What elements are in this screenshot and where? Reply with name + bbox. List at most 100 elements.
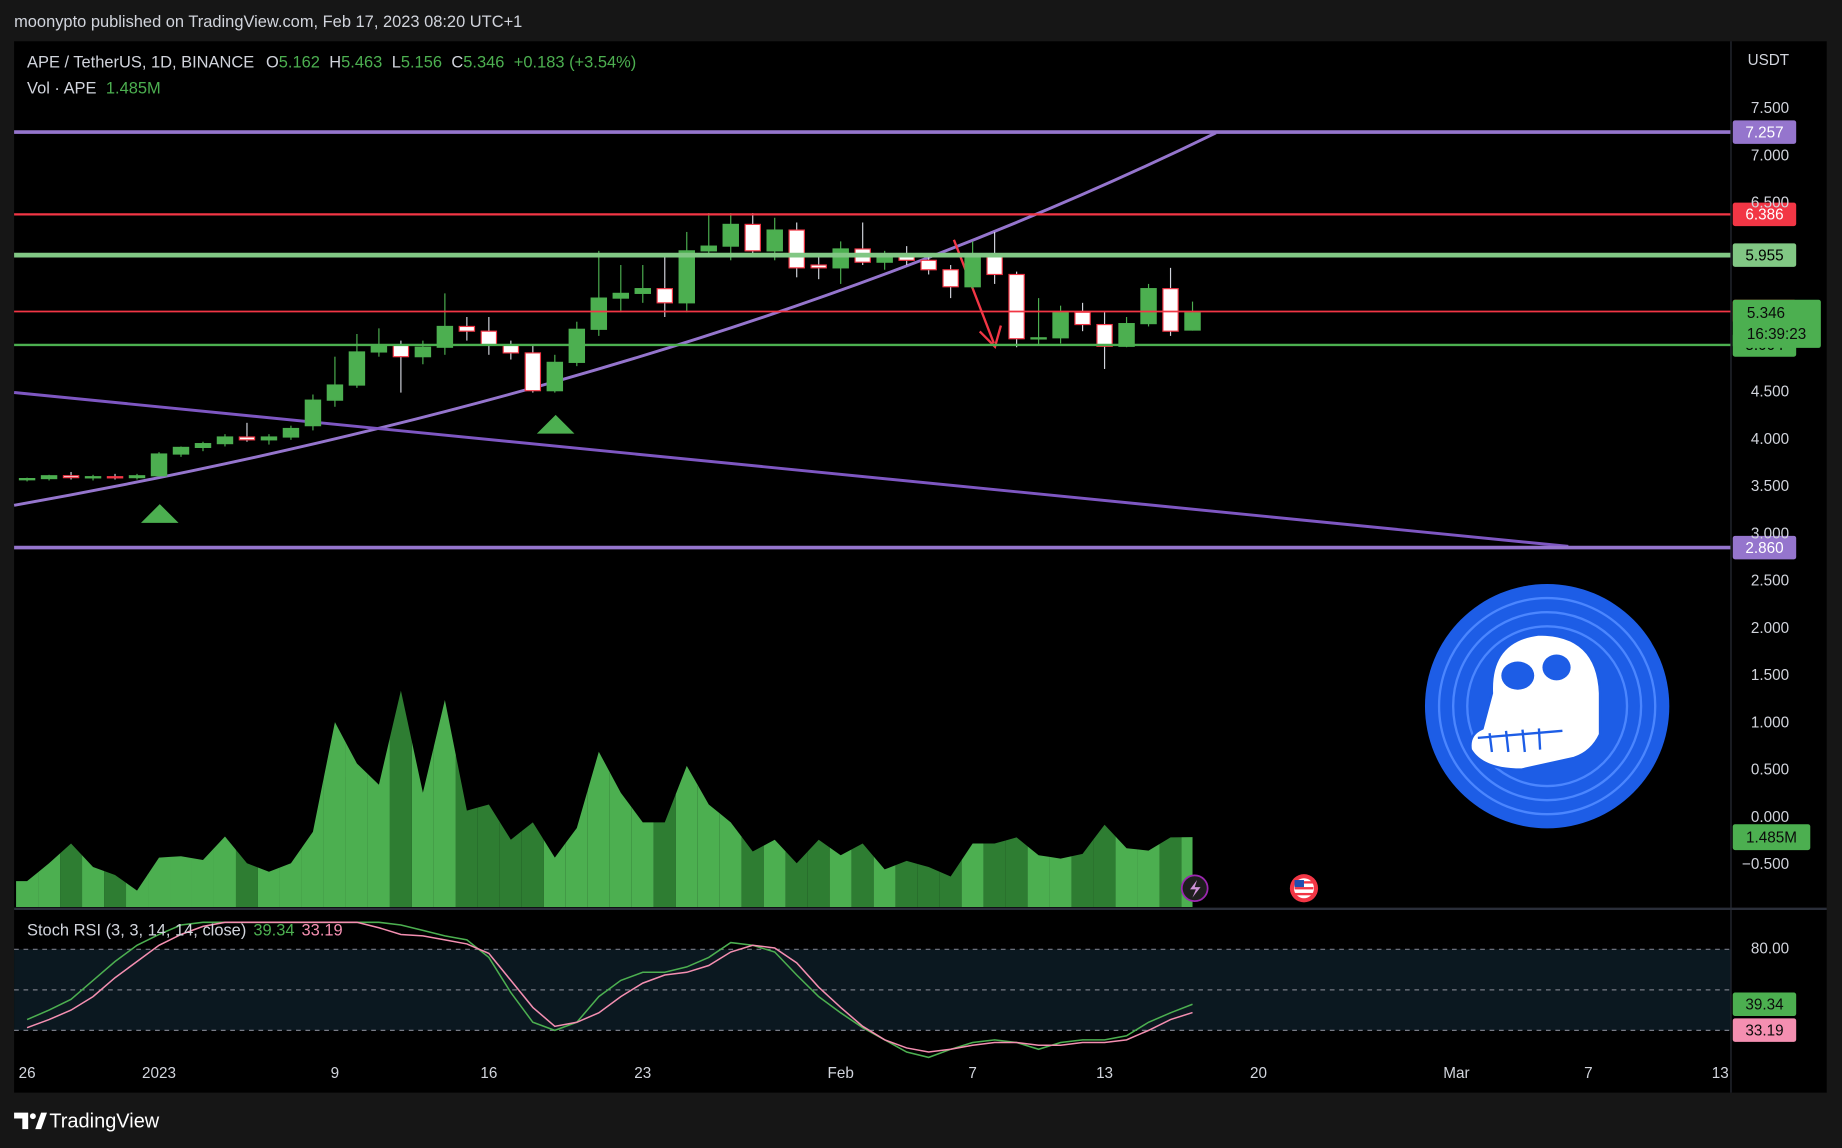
candle-body	[986, 254, 1003, 276]
candle-body	[964, 254, 981, 288]
logo-teeth	[1477, 728, 1563, 753]
volume-segment	[499, 822, 522, 908]
logo-ring	[1437, 596, 1657, 816]
volume-segment	[1071, 839, 1094, 908]
candle-body	[304, 399, 322, 427]
brand-logo	[35, 1112, 47, 1130]
volume-tag-label: 1.485M	[1746, 829, 1797, 846]
volume-segment	[1027, 846, 1050, 908]
candle-body	[1074, 311, 1091, 326]
volume-title: Vol · APE	[27, 80, 96, 98]
candle-body	[84, 476, 102, 479]
volume-segment	[82, 855, 105, 908]
candle-body	[128, 475, 146, 479]
volume-segment	[60, 843, 83, 908]
stoch-legend: Stoch RSI (3, 3, 14, 14, close) 39.34 33.1…	[27, 922, 343, 940]
volume-segment	[126, 874, 149, 908]
volume-segment	[279, 847, 302, 908]
y-tick-label: 0.500	[1751, 762, 1789, 779]
y-tick-label: 3.000	[1751, 525, 1789, 542]
x-tick-label: 9	[331, 1065, 340, 1082]
level-tag	[1732, 202, 1797, 227]
volume-segment	[170, 856, 192, 908]
volume-segment	[873, 856, 896, 908]
candle-body	[414, 346, 432, 358]
volume-segment	[389, 690, 412, 908]
stoch-tag-label: 39.34	[1745, 996, 1784, 1013]
volume-segment	[301, 776, 324, 908]
ohlc-value: 5.463	[341, 54, 382, 72]
stoch-tag	[1732, 992, 1797, 1017]
volume-segment	[455, 755, 478, 908]
volume-segment	[631, 807, 654, 908]
candle-body	[348, 351, 366, 386]
stoch-tag-label: 33.19	[1745, 1022, 1783, 1039]
stoch-tick-label: 80.00	[1751, 940, 1789, 957]
y-tick-label: 4.000	[1751, 431, 1789, 448]
volume-pane	[16, 690, 1193, 908]
y-tick-label: 6.500	[1751, 195, 1789, 212]
x-tick-label: 2023	[142, 1065, 176, 1082]
volume-segment	[477, 804, 500, 908]
ohlc-value: 5.162	[279, 54, 320, 72]
logo-eye	[1501, 661, 1535, 690]
stoch-line	[26, 921, 1193, 1053]
logo-eye	[1542, 654, 1571, 681]
change: +0.183 (+3.54%)	[514, 54, 636, 72]
level-tag-label: 5.955	[1745, 247, 1783, 264]
stoch-title: Stoch RSI (3, 3, 14, 14, close)	[27, 922, 246, 940]
x-tick-label: 7	[1584, 1065, 1593, 1082]
candle-body	[788, 229, 805, 269]
flag-stripe	[1294, 887, 1314, 890]
x-tick-label: 20	[1250, 1065, 1267, 1082]
x-tick-label: Mar	[1443, 1065, 1469, 1082]
volume-segment	[411, 741, 434, 908]
stoch-pane	[14, 921, 1731, 1059]
candle-body	[238, 436, 256, 441]
candle-body	[1096, 323, 1113, 347]
flag-canton	[1294, 880, 1304, 888]
candle-body	[480, 330, 498, 346]
volume-segment	[983, 840, 1006, 908]
candle-body	[942, 269, 959, 288]
level-tag	[1732, 120, 1797, 144]
volume-segment	[235, 849, 258, 908]
candle-body	[1030, 337, 1047, 340]
trend-line	[13, 391, 1569, 548]
volume-segment	[829, 847, 852, 908]
stoch-value: 39.34	[253, 922, 294, 940]
arrow-head	[978, 325, 1003, 349]
candle-body	[744, 223, 761, 252]
volume-segment	[148, 856, 171, 908]
ohlc-prefix: H	[329, 54, 341, 72]
candle-body	[392, 344, 410, 358]
candle-body	[216, 436, 234, 445]
drawings	[13, 131, 1569, 548]
x-tick-label: Feb	[828, 1065, 854, 1082]
volume-segment	[653, 794, 676, 908]
volume-segment	[1137, 843, 1160, 908]
candle-body	[920, 259, 937, 271]
ohlc-prefix: C	[451, 54, 463, 72]
symbol-legend: APE / TetherUS, 1D, BINANCE O5.162 H5.463 L…	[27, 54, 636, 72]
volume-segment	[851, 843, 874, 908]
ohlc-value: 5.346	[463, 54, 504, 72]
logo-ring	[1466, 625, 1629, 788]
x-tick-label: 23	[634, 1065, 651, 1082]
candle-body	[1162, 288, 1179, 332]
volume-segment	[367, 737, 390, 908]
icons	[1180, 874, 1319, 903]
last-price: 5.346	[1747, 305, 1785, 322]
volume-segment	[939, 859, 962, 908]
volume-segment	[587, 751, 610, 908]
volume-segment	[257, 867, 280, 908]
candle-body	[1118, 323, 1135, 347]
candle-body	[634, 288, 652, 294]
x-tick-label: 16	[480, 1065, 497, 1082]
candle-body	[62, 475, 80, 479]
y-tick-label: 2.500	[1751, 573, 1789, 590]
footer: TradingView	[14, 1110, 160, 1132]
brand-name: TradingView	[49, 1110, 159, 1132]
level-tag	[1732, 243, 1797, 267]
